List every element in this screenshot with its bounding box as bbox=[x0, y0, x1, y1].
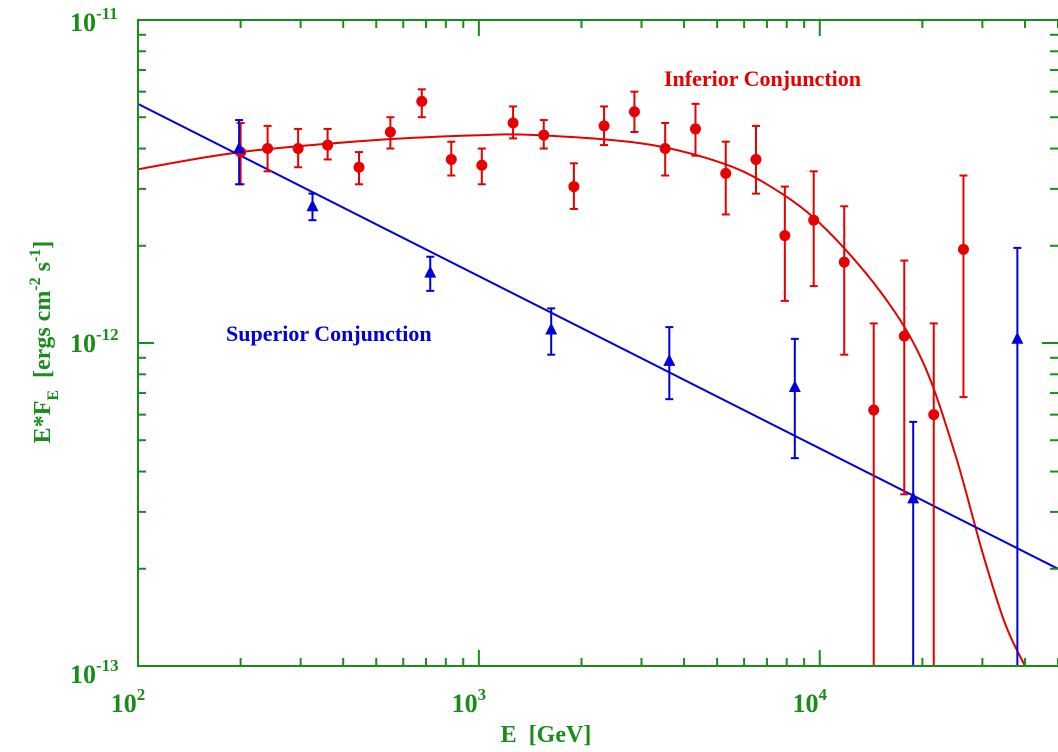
error-bars bbox=[235, 88, 1022, 666]
superior-data-point bbox=[545, 322, 558, 335]
y-axis-title-close: ] bbox=[30, 241, 56, 249]
y-axis-title-exp2: -1 bbox=[27, 249, 44, 262]
y-axis-title: E*FE [ergs cm-2 s-1] bbox=[27, 241, 62, 444]
data-markers bbox=[233, 95, 1024, 504]
y-axis-title-base: E*F bbox=[30, 401, 56, 444]
superior-data-point bbox=[907, 491, 920, 504]
y-axis-title-mid: s bbox=[30, 262, 56, 277]
inferior-data-point bbox=[779, 230, 791, 242]
inferior-data-point bbox=[416, 95, 428, 107]
y-tick-label-exponent: -13 bbox=[96, 656, 119, 675]
y-tick-label-exponent: -11 bbox=[96, 4, 118, 23]
inferior-data-point bbox=[568, 181, 580, 193]
x-tick-label: 104 bbox=[792, 685, 827, 718]
inferior-conjunction-label: Inferior Conjunction bbox=[664, 66, 861, 91]
inferior-data-point bbox=[659, 143, 671, 155]
x-axis-title: E [GeV] bbox=[501, 722, 592, 748]
inferior-data-point bbox=[538, 129, 550, 141]
inferior-data-point bbox=[292, 143, 304, 155]
x-tick-label-base: 10 bbox=[111, 689, 137, 718]
inferior-data-point bbox=[957, 243, 969, 255]
y-tick-label: 10-11 bbox=[70, 4, 118, 37]
inferior-data-point bbox=[898, 330, 910, 342]
superior-data-point bbox=[424, 265, 437, 278]
superior-data-point bbox=[788, 380, 801, 393]
y-tick-label-exponent: -12 bbox=[96, 325, 119, 344]
superior-data-point bbox=[663, 353, 676, 366]
inferior-data-point bbox=[808, 214, 820, 226]
x-tick-label-base: 10 bbox=[792, 689, 818, 718]
y-tick-label-base: 10 bbox=[70, 660, 96, 689]
y-tick-label: 10-13 bbox=[70, 656, 119, 689]
y-axis-title-sub: E bbox=[45, 390, 62, 401]
inferior-data-point bbox=[476, 159, 488, 171]
x-tick-label-exponent: 3 bbox=[478, 685, 487, 704]
y-tick-label-base: 10 bbox=[70, 8, 96, 37]
inferior-data-point bbox=[353, 161, 365, 173]
x-tick-label-exponent: 4 bbox=[818, 685, 827, 704]
inferior-data-point bbox=[384, 126, 396, 138]
y-tick-label-base: 10 bbox=[70, 329, 96, 358]
inferior-data-point bbox=[838, 256, 850, 268]
inferior-data-point bbox=[445, 153, 457, 165]
inferior-data-point bbox=[598, 120, 610, 132]
inferior-data-point bbox=[868, 404, 880, 416]
superior-data-point bbox=[233, 141, 246, 154]
inferior-data-point bbox=[262, 143, 274, 155]
inferior-data-point bbox=[322, 139, 334, 151]
x-tick-label: 102 bbox=[111, 685, 146, 718]
inferior-data-point bbox=[628, 106, 640, 118]
inferior-data-point bbox=[689, 123, 701, 135]
x-tick-label-base: 10 bbox=[452, 689, 478, 718]
y-axis-title-exp1: -2 bbox=[27, 277, 44, 290]
inferior-fit-line bbox=[138, 133, 1026, 666]
superior-conjunction-label: Superior Conjunction bbox=[226, 321, 432, 346]
inferior-data-point bbox=[507, 117, 519, 129]
superior-data-point bbox=[306, 199, 319, 212]
superior-data-point bbox=[1011, 331, 1024, 344]
x-tick-label-exponent: 2 bbox=[137, 685, 146, 704]
inferior-data-point bbox=[720, 167, 732, 179]
y-axis-title-units: [ergs cm bbox=[30, 291, 56, 390]
x-tick-label: 103 bbox=[452, 685, 487, 718]
inferior-data-point bbox=[928, 409, 940, 421]
fit-curves bbox=[138, 103, 1058, 666]
y-tick-label: 10-12 bbox=[70, 325, 119, 358]
inferior-data-point bbox=[750, 153, 762, 165]
